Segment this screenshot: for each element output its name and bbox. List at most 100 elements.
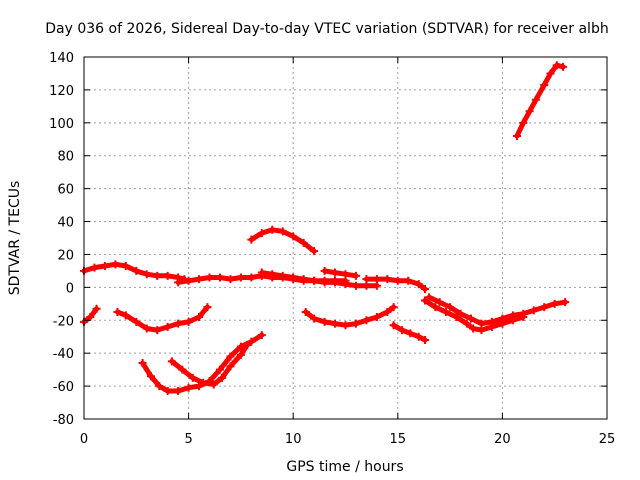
data-point [452, 312, 461, 321]
y-tick-label: 60 [57, 183, 74, 198]
data-point [414, 332, 423, 341]
data-point [257, 331, 266, 340]
data-point [320, 266, 329, 275]
data-point [420, 336, 429, 345]
data-point [236, 273, 245, 282]
data-point [362, 316, 371, 325]
data-point [310, 314, 319, 323]
data-point [456, 309, 465, 318]
data-point [525, 107, 534, 116]
data-point [546, 69, 555, 78]
series-track-8 [115, 304, 210, 333]
data-point [226, 275, 235, 284]
data-point [199, 378, 208, 387]
data-point [174, 278, 183, 287]
data-point [132, 266, 141, 275]
data-point [142, 270, 151, 279]
y-tick-label: 0 [66, 281, 74, 296]
series-track-4 [322, 268, 359, 279]
data-point [121, 261, 130, 270]
data-point [559, 62, 568, 71]
data-point [320, 276, 329, 285]
data-point [469, 324, 478, 333]
data-point [247, 337, 256, 346]
data-point [351, 271, 360, 280]
plot-frame [83, 56, 608, 420]
data-point [383, 275, 392, 284]
data-point [425, 293, 434, 302]
data-point [331, 268, 340, 277]
data-point [203, 303, 212, 312]
data-point [299, 275, 308, 284]
data-point [531, 95, 540, 104]
data-point [414, 280, 423, 289]
x-axis-label: GPS time / hours [286, 459, 403, 475]
data-point [540, 303, 549, 312]
data-point [257, 229, 266, 238]
data-point [561, 298, 570, 307]
data-point [163, 271, 172, 280]
data-point [420, 296, 429, 305]
data-point [268, 270, 277, 279]
data-point [519, 118, 528, 127]
data-point [174, 387, 183, 396]
data-point [218, 373, 227, 382]
y-tick-label: 120 [49, 84, 74, 99]
data-point [163, 322, 172, 331]
data-point [389, 303, 398, 312]
data-point [247, 235, 256, 244]
data-point [226, 362, 235, 371]
x-tick-label: 10 [285, 432, 302, 447]
y-tick-label: 20 [57, 248, 74, 263]
x-tick-label: 20 [494, 432, 511, 447]
data-point [477, 326, 486, 335]
data-point [138, 359, 147, 368]
data-point [195, 312, 204, 321]
data-point [487, 322, 496, 331]
data-point [320, 317, 329, 326]
data-point [184, 276, 193, 285]
data-point [278, 227, 287, 236]
x-tick-label: 0 [80, 432, 88, 447]
data-point [406, 329, 415, 338]
data-point [226, 352, 235, 361]
data-point [278, 271, 287, 280]
data-point [100, 261, 109, 270]
data-point [372, 312, 381, 321]
data-point [92, 304, 101, 313]
series-track-11 [303, 304, 397, 328]
data-point [86, 312, 95, 321]
data-point [389, 321, 398, 330]
data-point [550, 299, 559, 308]
data-point [362, 275, 371, 284]
data-point [146, 372, 155, 381]
data-point [205, 273, 214, 282]
data-point [209, 380, 218, 389]
data-point [121, 311, 130, 320]
data-point [331, 319, 340, 328]
data-point [215, 365, 224, 374]
y-tick-label: -80 [53, 413, 74, 428]
data-point [341, 321, 350, 330]
data-point [431, 303, 440, 312]
data-point [299, 238, 308, 247]
data-point [393, 276, 402, 285]
y-tick-label: 80 [57, 150, 74, 165]
data-point [289, 273, 298, 282]
data-point [142, 324, 151, 333]
x-tick-label: 15 [390, 432, 407, 447]
data-point [341, 270, 350, 279]
data-point [113, 308, 122, 317]
axis-ticks: 0 5 10 15 20 25 -80 -60 -40 -20 0 20 40 60 80 100 120 140 [49, 51, 615, 447]
data-point [508, 316, 517, 325]
data-point [529, 306, 538, 315]
data-point [188, 373, 197, 382]
data-point [498, 319, 507, 328]
data-point [301, 308, 310, 317]
y-axis-label: SDTVAR / TECUs [7, 181, 23, 296]
data-point [397, 326, 406, 335]
data-point [153, 326, 162, 335]
data-point [174, 319, 183, 328]
x-tick-label: 5 [184, 432, 192, 447]
